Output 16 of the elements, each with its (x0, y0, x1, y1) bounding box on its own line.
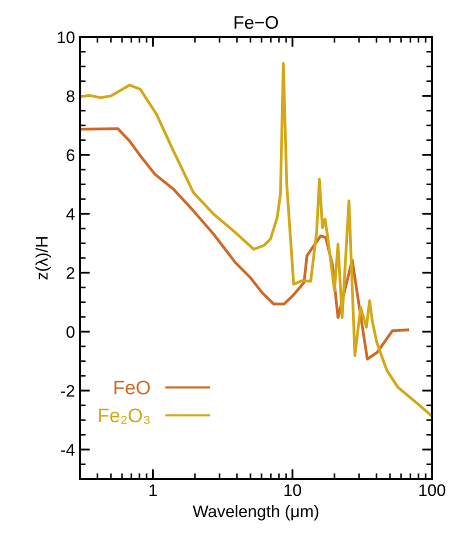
y-tick-label: 4 (66, 208, 75, 220)
y-tick-label: 8 (66, 90, 74, 102)
y-axis-title: z(λ)/H (36, 237, 52, 280)
x-tick-label: 100 (419, 484, 446, 496)
x-tick-label: 1 (150, 484, 157, 496)
y-tick-label: -4 (61, 444, 75, 456)
chart-title: Fe−O (234, 16, 278, 29)
y-tick-label: -2 (61, 385, 74, 397)
y-tick-label: 6 (66, 149, 74, 162)
x-axis-title: Wavelength (μm) (192, 504, 318, 520)
y-tick-label: 10 (58, 31, 74, 44)
legend-label: Fe₂O₃ (99, 408, 150, 424)
x-tick-label: 10 (284, 484, 302, 496)
y-tick-label: 0 (66, 326, 74, 338)
y-tick-label: 2 (66, 267, 74, 279)
legend-label: FeO (114, 380, 150, 394)
